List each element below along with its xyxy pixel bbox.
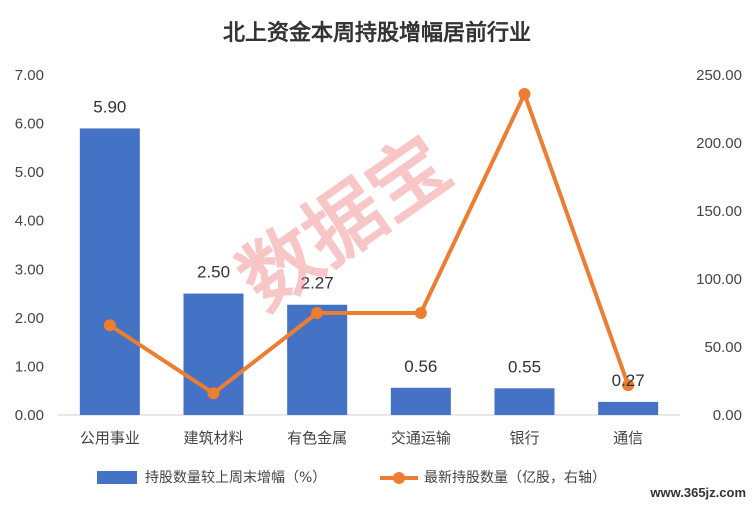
right-tick-label: 100.00 [696, 271, 742, 288]
category-label: 交通运输 [391, 429, 451, 447]
line-point [311, 307, 324, 319]
category-label: 银行 [509, 429, 539, 447]
category-label: 通信 [613, 429, 643, 447]
category-label: 建筑材料 [183, 429, 243, 447]
chart-title: 北上资金本周持股增幅居前行业 [223, 20, 531, 46]
line-point [518, 88, 531, 101]
line-point [414, 307, 427, 319]
right-tick-label: 200.00 [696, 135, 742, 152]
bar-data-label: 5.90 [93, 97, 126, 116]
bar-data-label: 0.56 [404, 357, 437, 376]
left-tick-label: 3.00 [15, 261, 44, 278]
bar [390, 387, 451, 415]
bar [598, 401, 659, 415]
bar-data-labels: 5.90 2.50 2.27 0.56 0.55 0.27 [93, 97, 644, 389]
site-mark: www.365jz.com [649, 485, 746, 500]
site-mark-bg [640, 481, 750, 503]
bar-series [79, 128, 659, 415]
legend-bar-swatch [97, 471, 137, 484]
right-tick-label: 250.00 [696, 67, 742, 84]
left-tick-label: 6.00 [15, 116, 44, 133]
bar [494, 388, 555, 415]
line-point [207, 387, 220, 400]
legend-line-marker [393, 472, 405, 484]
line-path [108, 92, 631, 396]
bar-data-label: 0.55 [508, 357, 541, 376]
left-tick-label: 1.00 [15, 358, 44, 375]
line-series [103, 88, 635, 400]
left-tick-label: 5.00 [15, 164, 44, 181]
line-point [103, 319, 116, 332]
legend: 持股数量较上周末增幅（%） 最新持股数量（亿股，右轴） [97, 470, 606, 486]
right-tick-label: 50.00 [704, 339, 742, 356]
legend-bar-label: 持股数量较上周末增幅（%） [145, 470, 326, 486]
bar-data-label: 2.50 [197, 263, 230, 282]
right-tick-label: 0.00 [713, 407, 742, 424]
bar [287, 304, 348, 415]
legend-line-label: 最新持股数量（亿股，右轴） [424, 470, 606, 486]
category-label: 公用事业 [80, 429, 140, 447]
right-axis: 0.00 50.00 100.00 150.00 200.00 250.00 [696, 67, 742, 424]
left-tick-label: 2.00 [15, 310, 44, 327]
left-tick-label: 7.00 [15, 67, 44, 84]
category-label: 有色金属 [287, 429, 347, 447]
right-tick-label: 150.00 [696, 203, 742, 220]
left-axis: 0.00 1.00 2.00 3.00 4.00 5.00 6.00 7.00 [15, 67, 44, 424]
left-tick-label: 4.00 [15, 213, 44, 230]
bar [79, 128, 140, 415]
category-labels: 公用事业 建筑材料 有色金属 交通运输 银行 通信 [80, 429, 643, 447]
left-tick-label: 0.00 [15, 407, 44, 424]
bar-data-label: 2.27 [301, 274, 334, 293]
bar-data-label: 0.27 [612, 371, 645, 390]
line-point [622, 379, 635, 392]
